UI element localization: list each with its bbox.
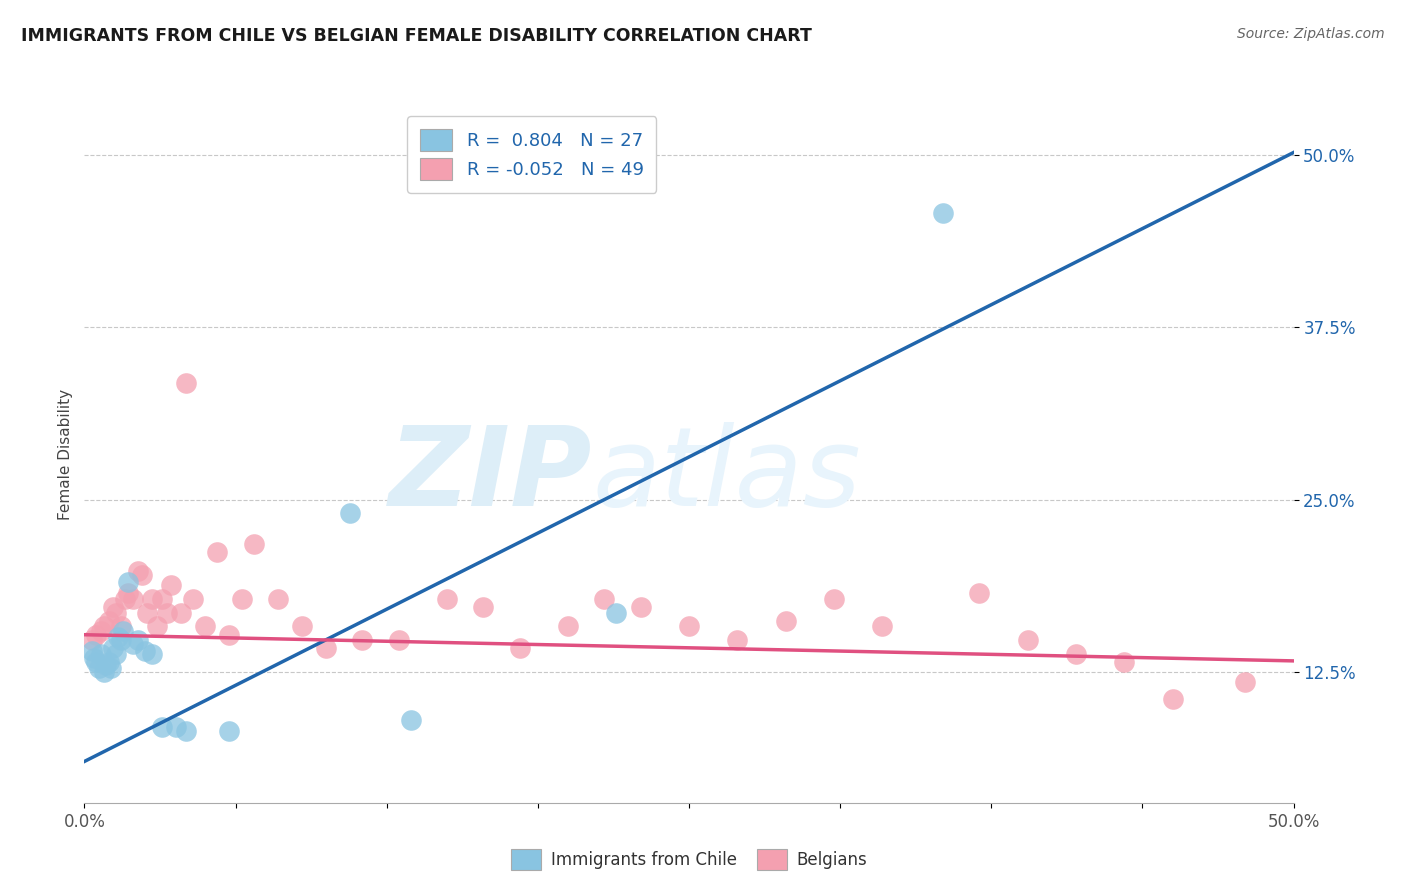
Point	[1161, 692, 1184, 706]
Point	[170, 606, 193, 620]
Point	[242, 537, 264, 551]
Point	[117, 575, 139, 590]
Point	[932, 206, 955, 220]
Point	[174, 724, 197, 739]
Point	[605, 606, 627, 620]
Point	[207, 545, 229, 559]
Point	[121, 591, 143, 606]
Point	[100, 661, 122, 675]
Point	[174, 376, 197, 390]
Point	[218, 724, 240, 739]
Point	[1064, 647, 1087, 661]
Point	[388, 633, 411, 648]
Point	[872, 619, 894, 633]
Point	[146, 619, 169, 633]
Point	[107, 631, 129, 645]
Y-axis label: Female Disability: Female Disability	[58, 389, 73, 521]
Text: ZIP: ZIP	[388, 422, 592, 529]
Point	[80, 633, 103, 648]
Point	[104, 647, 127, 661]
Point	[117, 586, 139, 600]
Point	[87, 661, 110, 675]
Point	[472, 600, 495, 615]
Point	[110, 619, 132, 633]
Point	[593, 591, 616, 606]
Point	[131, 568, 153, 582]
Point	[90, 647, 112, 661]
Point	[725, 633, 748, 648]
Legend: Immigrants from Chile, Belgians: Immigrants from Chile, Belgians	[502, 841, 876, 878]
Point	[94, 658, 117, 673]
Point	[127, 633, 149, 648]
Point	[150, 591, 173, 606]
Point	[436, 591, 458, 606]
Point	[83, 651, 105, 665]
Point	[93, 665, 115, 679]
Point	[121, 637, 143, 651]
Point	[775, 614, 797, 628]
Point	[97, 655, 120, 669]
Point	[134, 644, 156, 658]
Point	[315, 641, 337, 656]
Point	[967, 586, 990, 600]
Point	[352, 633, 374, 648]
Point	[291, 619, 314, 633]
Point	[1114, 655, 1136, 669]
Point	[136, 606, 159, 620]
Point	[231, 591, 253, 606]
Point	[86, 628, 108, 642]
Point	[104, 606, 127, 620]
Point	[127, 565, 149, 579]
Point	[93, 619, 115, 633]
Point	[678, 619, 700, 633]
Point	[155, 606, 177, 620]
Point	[80, 644, 103, 658]
Text: IMMIGRANTS FROM CHILE VS BELGIAN FEMALE DISABILITY CORRELATION CHART: IMMIGRANTS FROM CHILE VS BELGIAN FEMALE …	[21, 27, 813, 45]
Point	[103, 600, 125, 615]
Point	[165, 720, 187, 734]
Point	[160, 578, 183, 592]
Point	[181, 591, 204, 606]
Point	[90, 624, 112, 638]
Point	[97, 614, 120, 628]
Point	[823, 591, 845, 606]
Point	[86, 655, 108, 669]
Point	[509, 641, 531, 656]
Text: Source: ZipAtlas.com: Source: ZipAtlas.com	[1237, 27, 1385, 41]
Point	[218, 628, 240, 642]
Text: atlas: atlas	[592, 422, 860, 529]
Point	[150, 720, 173, 734]
Point	[557, 619, 579, 633]
Point	[141, 647, 163, 661]
Point	[103, 641, 125, 656]
Point	[399, 713, 422, 727]
Point	[114, 591, 136, 606]
Point	[112, 624, 135, 638]
Point	[267, 591, 290, 606]
Point	[1234, 674, 1257, 689]
Point	[141, 591, 163, 606]
Point	[630, 600, 652, 615]
Point	[110, 633, 132, 648]
Point	[194, 619, 217, 633]
Point	[339, 507, 361, 521]
Point	[1017, 633, 1039, 648]
